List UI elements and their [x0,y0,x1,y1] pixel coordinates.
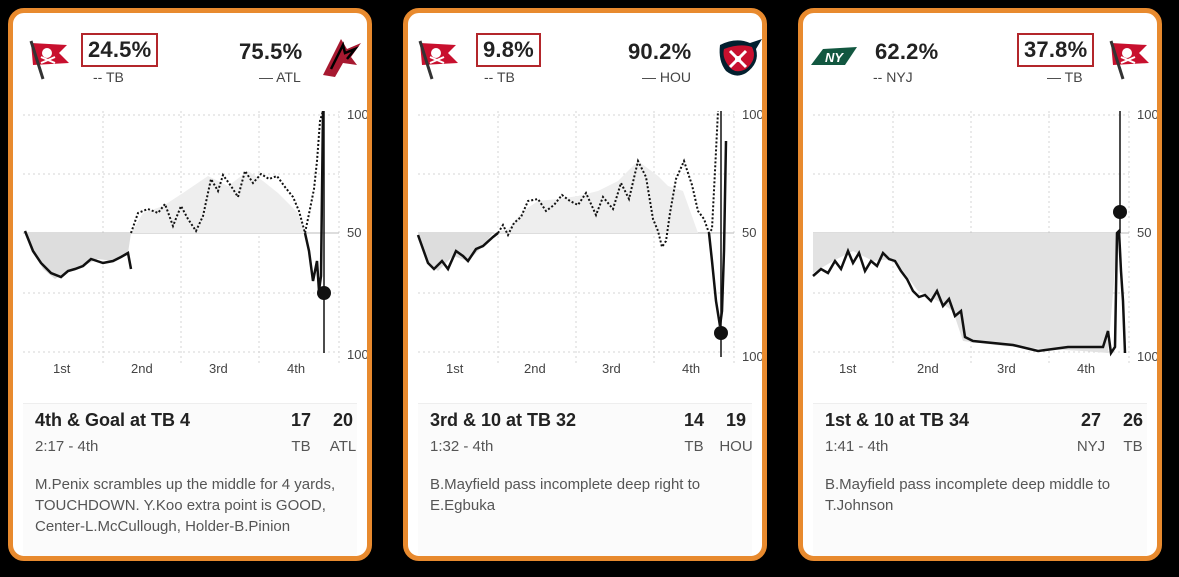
win-prob-card-2[interactable]: 9.8% -- TB 90.2% — HOU 100 50 100 1st 2n… [403,8,767,561]
hou-dotted-line [497,110,719,250]
nyj-solid-line [812,228,1127,357]
jets-logo: NY [811,47,857,65]
q3-label: 3rd [997,361,1016,376]
down-distance: 3rd & 10 at TB 32 [430,410,577,430]
score-team-a: 17 [290,410,312,430]
right-win-percentage: 37.8% [1017,33,1095,67]
above-area-fill [493,161,698,233]
y-mid-label: 50 [742,225,756,240]
team-b-abbr: HOU [719,438,753,455]
left-team-label: -- TB [93,69,124,85]
chart-gridlines [23,111,340,363]
left-win-percentage: 24.5% [81,33,159,67]
tb-end-line [707,140,728,327]
q2-label: 2nd [131,361,153,376]
q2-label: 2nd [524,361,546,376]
team-a-abbr: NYJ [1076,438,1106,455]
y-bottom-label: 100 [1137,349,1157,364]
q1-label: 1st [53,361,71,376]
y-bottom-label: 100 [742,349,762,364]
svg-text:NY: NY [825,50,844,65]
win-probability-chart[interactable]: 100 50 100 1st 2nd 3rd 4th [408,101,762,391]
current-marker-dot[interactable] [714,326,728,340]
play-info-panel: 1st & 10 at TB 34 1:41 - 4th 27 NYJ 26 T… [813,403,1147,556]
current-marker-dot[interactable] [317,286,331,300]
q3-label: 3rd [602,361,621,376]
win-prob-card-1[interactable]: 24.5% -- TB 75.5% — ATL 100 50 100 1st 2… [8,8,372,561]
tb-solid-line [416,232,499,272]
q2-label: 2nd [917,361,939,376]
game-clock: 2:17 - 4th [35,438,99,455]
nyj-area-fill [813,233,1118,353]
play-description: M.Penix scrambles up the middle for 4 ya… [35,476,336,535]
play-description: B.Mayfield pass incomplete deep right to… [430,476,701,514]
team-a-abbr: TB [291,438,311,455]
y-mid-label: 50 [1137,225,1151,240]
q1-label: 1st [839,361,857,376]
right-team-label: — HOU [642,69,691,85]
y-mid-label: 50 [347,225,361,240]
q3-label: 3rd [209,361,228,376]
y-top-label: 100 [742,107,762,122]
q1-label: 1st [446,361,464,376]
left-win-percentage: 9.8% [476,33,541,67]
team-b-abbr: TB [1123,438,1143,455]
score-team-a: 27 [1080,410,1102,430]
buccaneers-flag-logo [29,40,69,80]
q4-label: 4th [682,361,700,376]
win-probability-chart[interactable]: 100 50 100 1st 2nd 3rd 4th [803,101,1157,391]
y-top-label: 100 [347,107,367,122]
left-win-percentage: 62.2% [875,39,939,64]
chart-gridlines [418,111,735,363]
play-info-panel: 3rd & 10 at TB 32 1:32 - 4th 14 TB 19 HO… [418,403,753,556]
down-distance: 1st & 10 at TB 34 [825,410,970,430]
tb-end-line [303,110,325,292]
score-team-a: 14 [683,410,705,430]
texans-logo [719,39,762,76]
q4-label: 4th [287,361,305,376]
right-win-percentage: 75.5% [239,39,303,64]
atl-dotted-line [130,110,324,234]
right-team-label: — TB [1047,69,1083,85]
q4-label: 4th [1077,361,1095,376]
falcons-logo [323,39,361,77]
left-team-label: -- TB [484,69,515,85]
right-win-percentage: 90.2% [628,39,692,64]
win-probability-chart[interactable]: 100 50 100 1st 2nd 3rd 4th [13,101,367,391]
down-distance: 4th & Goal at TB 4 [35,410,191,430]
current-marker-dot[interactable] [1113,205,1127,219]
score-team-b: 20 [332,410,354,430]
play-info-panel: 4th & Goal at TB 4 2:17 - 4th 17 TB 20 A… [23,403,357,556]
play-description: B.Mayfield pass incomplete deep middle t… [825,476,1111,514]
buccaneers-flag-logo [418,40,458,80]
above-area-fill [131,171,305,233]
below-area-fill [25,233,131,279]
y-top-label: 100 [1137,107,1157,122]
team-b-abbr: ATL [329,438,357,455]
team-a-abbr: TB [684,438,704,455]
left-team-label: -- NYJ [873,69,913,85]
tb-solid-line [23,230,133,279]
game-clock: 1:41 - 4th [825,438,889,455]
buccaneers-flag-logo [1109,40,1149,80]
win-prob-card-3[interactable]: NY 62.2% -- NYJ 37.8% — TB 100 50 100 1s… [798,8,1162,561]
score-team-b: 19 [725,410,747,430]
score-team-b: 26 [1122,410,1144,430]
right-team-label: — ATL [259,69,301,85]
y-bottom-label: 100 [347,347,367,362]
game-clock: 1:32 - 4th [430,438,494,455]
